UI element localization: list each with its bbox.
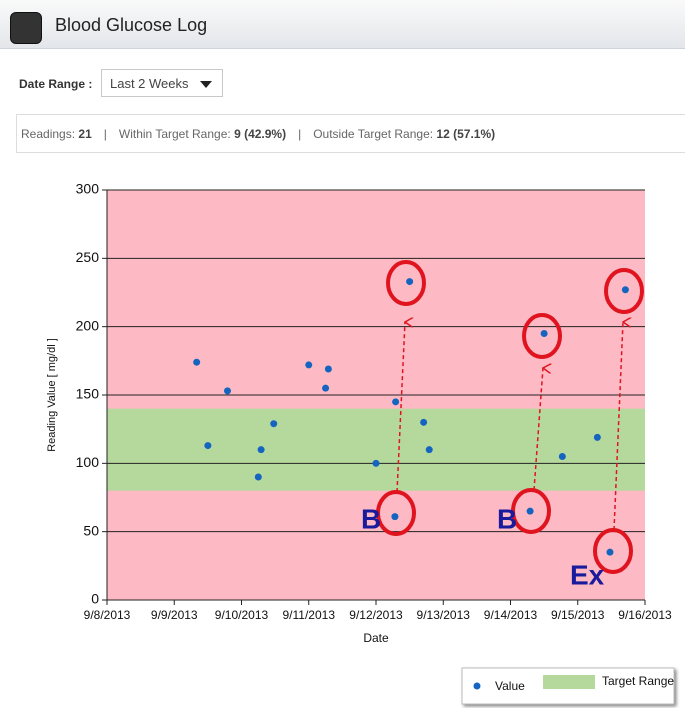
annotation-circle <box>511 488 551 534</box>
summary-label: Within Target Range: <box>118 127 231 141</box>
annotation-text: B <box>497 503 517 534</box>
data-point <box>223 387 231 395</box>
annotation-arrow <box>396 322 405 493</box>
data-point <box>392 398 400 406</box>
y-tick-label: 100 <box>76 454 100 470</box>
annotation-text: Ex <box>570 559 605 590</box>
data-point <box>593 433 601 441</box>
annotation-circle <box>522 313 562 359</box>
summary-bar: Readings: 21 | Within Target Range: 9 (42.… <box>16 114 685 153</box>
data-point <box>193 358 201 366</box>
legend: Value Target Range <box>461 667 675 705</box>
x-tick-label: 9/8/2013 <box>84 608 131 622</box>
data-point <box>526 507 534 515</box>
legend-marker <box>473 682 481 690</box>
legend-label: Value <box>495 679 525 693</box>
y-tick-label: 150 <box>76 386 100 402</box>
data-point <box>621 286 629 294</box>
page-title: Blood Glucose Log <box>55 15 208 35</box>
header-bar: Blood Glucose Log <box>0 0 685 49</box>
y-tick-label: 50 <box>83 522 99 538</box>
summary-label: Outside Target Range: <box>313 127 434 141</box>
x-tick-label: 9/13/2013 <box>417 608 471 622</box>
annotation-arrow <box>533 368 543 491</box>
separator: | <box>103 127 107 141</box>
separator: | <box>298 127 302 141</box>
data-point <box>391 513 399 521</box>
data-point <box>254 473 262 481</box>
y-axis-label: Reading Value [ mg/dl ] <box>46 338 58 452</box>
annotation-circle <box>386 260 426 306</box>
x-tick-label: 9/10/2013 <box>215 608 269 622</box>
summary-value: 21 <box>78 127 92 141</box>
app-icon <box>10 12 42 44</box>
annotation-circle <box>376 490 416 536</box>
target-range-band <box>107 408 645 491</box>
x-tick-label: 9/11/2013 <box>283 608 336 622</box>
annotation-circle <box>593 528 633 574</box>
filter-label: Date Range : <box>19 77 93 91</box>
y-tick-label: 300 <box>76 181 100 197</box>
dropdown-arrow <box>200 81 212 88</box>
data-point <box>305 361 313 369</box>
x-axis-label: Date <box>363 631 389 645</box>
data-point <box>270 420 278 428</box>
y-tick-label: 0 <box>91 591 99 607</box>
x-tick-label: 9/14/2013 <box>484 608 538 622</box>
y-tick-label: 250 <box>76 249 100 265</box>
data-point <box>324 365 332 373</box>
data-point <box>204 442 212 450</box>
annotation-circle <box>604 268 644 314</box>
data-point <box>372 459 380 467</box>
data-point <box>540 330 548 337</box>
data-point <box>606 548 614 556</box>
annotation-text: B <box>361 503 381 534</box>
data-point <box>322 384 330 392</box>
data-point <box>425 446 433 454</box>
x-tick-label: 9/15/2013 <box>551 608 605 622</box>
x-tick-label: 9/9/2013 <box>151 608 198 622</box>
select-value: Last 2 Weeks <box>110 76 189 91</box>
summary-label: Readings: <box>21 127 76 141</box>
data-point <box>406 278 414 286</box>
legend-swatch <box>543 675 595 689</box>
x-tick-label: 9/16/2013 <box>618 608 672 622</box>
y-tick-label: 200 <box>76 317 100 333</box>
data-point <box>257 446 265 454</box>
legend-label: Target Range <box>602 674 674 688</box>
data-point <box>420 418 428 426</box>
data-point <box>558 453 566 460</box>
summary-value: 9 (42.9%) <box>234 127 287 141</box>
annotation-layer: B B Ex <box>361 260 644 590</box>
x-tick-label: 9/12/2013 <box>349 608 403 622</box>
date-range-select[interactable]: Last 2 Weeks <box>101 69 223 97</box>
summary-value: 12 (57.1%) <box>436 127 496 141</box>
